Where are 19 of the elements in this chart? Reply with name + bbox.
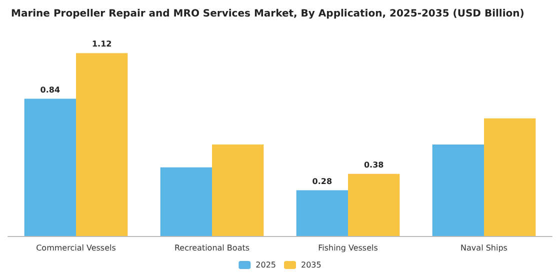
x-tick-label: Commercial Vessels	[36, 244, 116, 252]
chart-title: Marine Propeller Repair and MRO Services Market, By Application, 2025-2035 (USD Billion)	[11, 8, 524, 20]
bar	[296, 190, 348, 236]
bar	[160, 167, 212, 236]
bar	[212, 144, 264, 236]
legend-label: 2025	[256, 260, 276, 270]
data-label: 1.12	[92, 40, 112, 49]
data-label: 0.38	[364, 160, 384, 170]
data-label: 0.28	[312, 176, 332, 186]
bar	[348, 174, 400, 236]
x-tick-label: Fishing Vessels	[318, 244, 378, 252]
bar	[24, 98, 76, 236]
bar	[484, 118, 536, 236]
legend-label: 2035	[301, 260, 322, 270]
x-tick-label: Recreational Boats	[174, 244, 250, 252]
bar	[76, 53, 128, 236]
bar	[432, 144, 484, 236]
data-label: 0.84	[40, 85, 60, 94]
x-tick-label: Naval Ships	[460, 244, 508, 252]
